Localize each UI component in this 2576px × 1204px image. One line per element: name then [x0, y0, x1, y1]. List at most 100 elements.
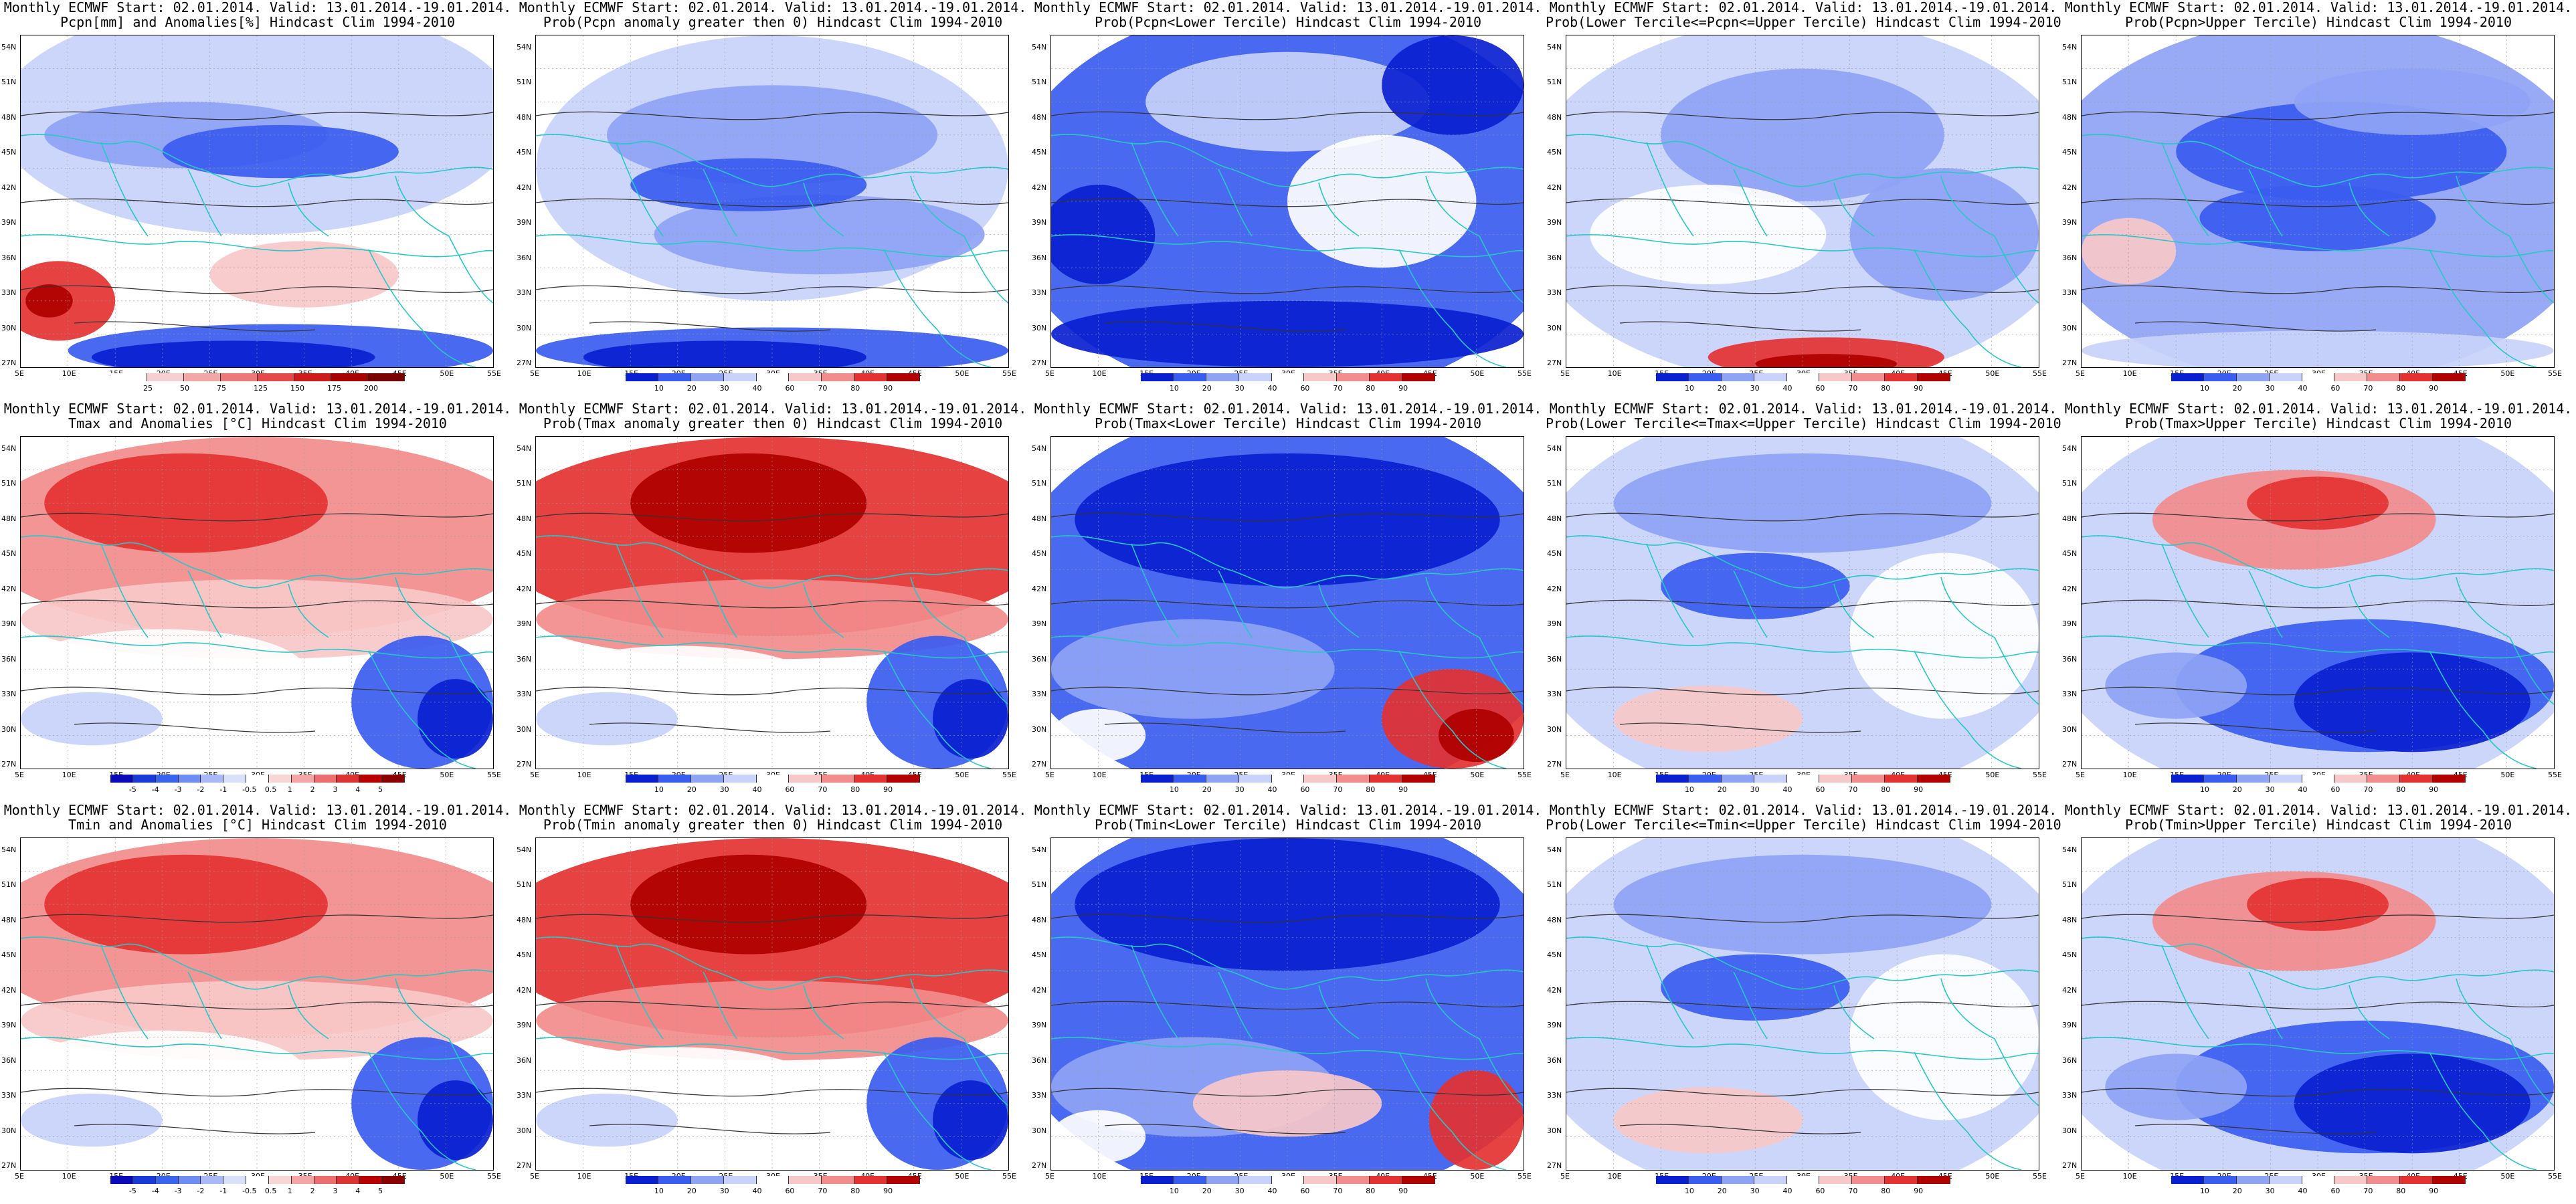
- coastline: [1318, 182, 1360, 237]
- colorbar-segment: [1402, 775, 1436, 783]
- lat-tick-label: 33N: [1547, 690, 1562, 699]
- colorbar-segment: [691, 373, 724, 381]
- map-plot: [1566, 35, 2039, 368]
- lat-tick-label: 27N: [1, 760, 17, 769]
- lat-tick-label: 48N: [517, 112, 532, 122]
- isoline: [2134, 722, 2377, 733]
- field-region: [1382, 35, 1524, 135]
- colorbar-segment: [658, 775, 691, 783]
- lat-tick-label: 42N: [2062, 183, 2078, 192]
- colorbar-tick-label: 60: [1815, 785, 1825, 794]
- lon-tick-label: 10E: [62, 1172, 76, 1181]
- lat-tick-label: 45N: [517, 148, 532, 157]
- coastline: [21, 535, 493, 589]
- lat-tick-label: 27N: [1547, 359, 1562, 367]
- colorbar-segment: [822, 373, 855, 381]
- lon-tick-label: 5E: [15, 771, 24, 779]
- lon-tick-label: 10E: [2122, 1172, 2137, 1181]
- colorbar-tick-label: 90: [883, 785, 893, 794]
- coastline: [1218, 570, 1253, 638]
- colorbar-segment: [184, 373, 221, 381]
- lat-tick-label: 51N: [2062, 880, 2078, 890]
- colorbar-segment: [1402, 1176, 1436, 1184]
- colorbar-segment: [2269, 775, 2302, 783]
- colorbar-segment: [201, 1176, 224, 1184]
- lat-tick-label: 45N: [1, 950, 17, 960]
- coastline: [910, 175, 1008, 304]
- lon-tick-label: 10E: [577, 369, 591, 378]
- coastline: [1940, 175, 2039, 304]
- coastline: [883, 650, 992, 769]
- colorbar-tick-label: 10: [2199, 1187, 2209, 1195]
- lat-tick-label: 39N: [517, 218, 532, 227]
- panel-title-line1: Monthly ECMWF Start: 02.01.2014. Valid: …: [1034, 401, 1542, 417]
- coastline: [1646, 543, 1694, 638]
- lon-tick-label: 50E: [1985, 771, 2000, 779]
- coastline: [1131, 944, 1179, 1039]
- lat-tick-label: 30N: [1, 724, 17, 734]
- map-plot: [1050, 35, 1524, 368]
- colorbar: [626, 775, 921, 783]
- coastline: [395, 978, 493, 1106]
- map-field: [1566, 838, 2039, 1170]
- colorbar: [1141, 775, 1436, 783]
- colorbar-tick-label: 70: [2363, 384, 2373, 393]
- colorbar-segment: [822, 1176, 855, 1184]
- colorbar-segment: [691, 1176, 724, 1184]
- isoline: [2082, 1088, 2554, 1097]
- coastline: [536, 134, 1008, 187]
- field-region: [21, 692, 163, 746]
- lon-tick-label: 5E: [1045, 369, 1054, 378]
- colorbar-tick-label: 40: [1267, 384, 1277, 393]
- colorbar-tick-label: 20: [1202, 785, 1212, 794]
- coastline: [1566, 535, 2039, 589]
- colorbar-segment: [2203, 1176, 2237, 1184]
- lat-tick-label: 42N: [1032, 985, 1047, 995]
- colorbar-segment: [2171, 775, 2204, 783]
- lat-tick-label: 42N: [1, 584, 17, 593]
- lon-tick-label: 55E: [2033, 1172, 2047, 1181]
- colorbar: [1141, 373, 1436, 381]
- isoline: [1566, 111, 2039, 120]
- isoline: [1051, 285, 1524, 294]
- isoline: [1104, 321, 1346, 332]
- coastline: [1940, 577, 2039, 705]
- lat-tick-label: 39N: [1, 218, 17, 227]
- coastline: [2349, 182, 2390, 237]
- lat-tick-label: 33N: [1, 690, 17, 699]
- colorbar-tick-label: 80: [2396, 785, 2406, 794]
- lat-tick-label: 39N: [1547, 619, 1562, 629]
- colorbar-segment: [2302, 775, 2335, 783]
- colorbar-segment: [1141, 775, 1174, 783]
- coastline: [2456, 978, 2554, 1106]
- lat-tick-label: 51N: [1, 479, 17, 488]
- lat-tick-label: 30N: [1032, 323, 1047, 332]
- lat-tick-label: 27N: [2062, 359, 2078, 367]
- colorbar-tick-label: -4: [151, 1187, 159, 1195]
- map-field: [2082, 437, 2554, 769]
- isoline: [1619, 321, 1861, 332]
- colorbar-tick-label: 70: [1333, 785, 1343, 794]
- colorbar-tick-label: 80: [1366, 785, 1376, 794]
- coastline: [100, 944, 149, 1039]
- map-panel: Monthly ECMWF Start: 02.01.2014. Valid: …: [0, 0, 515, 401]
- colorbar-tick-label: 30: [1750, 384, 1760, 393]
- colorbar-segment: [1786, 373, 1820, 381]
- coastline: [1051, 936, 1524, 990]
- colorbar-segment: [854, 373, 888, 381]
- lat-tick-label: 48N: [517, 915, 532, 924]
- coastline: [2429, 1051, 2537, 1170]
- coastline: [536, 234, 1008, 258]
- colorbar-segment: [223, 775, 247, 783]
- map-plot: [2081, 436, 2555, 769]
- colorbar-tick-label: -5: [128, 1187, 136, 1195]
- colorbar-segment: [626, 775, 658, 783]
- lat-tick-label: 36N: [1032, 253, 1047, 262]
- coastline: [2248, 971, 2283, 1039]
- coastline: [803, 583, 844, 638]
- lat-tick-label: 54N: [2062, 444, 2078, 453]
- lat-tick-label: 27N: [1547, 1161, 1562, 1170]
- lat-tick-label: 33N: [1, 288, 17, 298]
- colorbar-segment: [331, 373, 368, 381]
- lat-tick-label: 48N: [1547, 915, 1562, 924]
